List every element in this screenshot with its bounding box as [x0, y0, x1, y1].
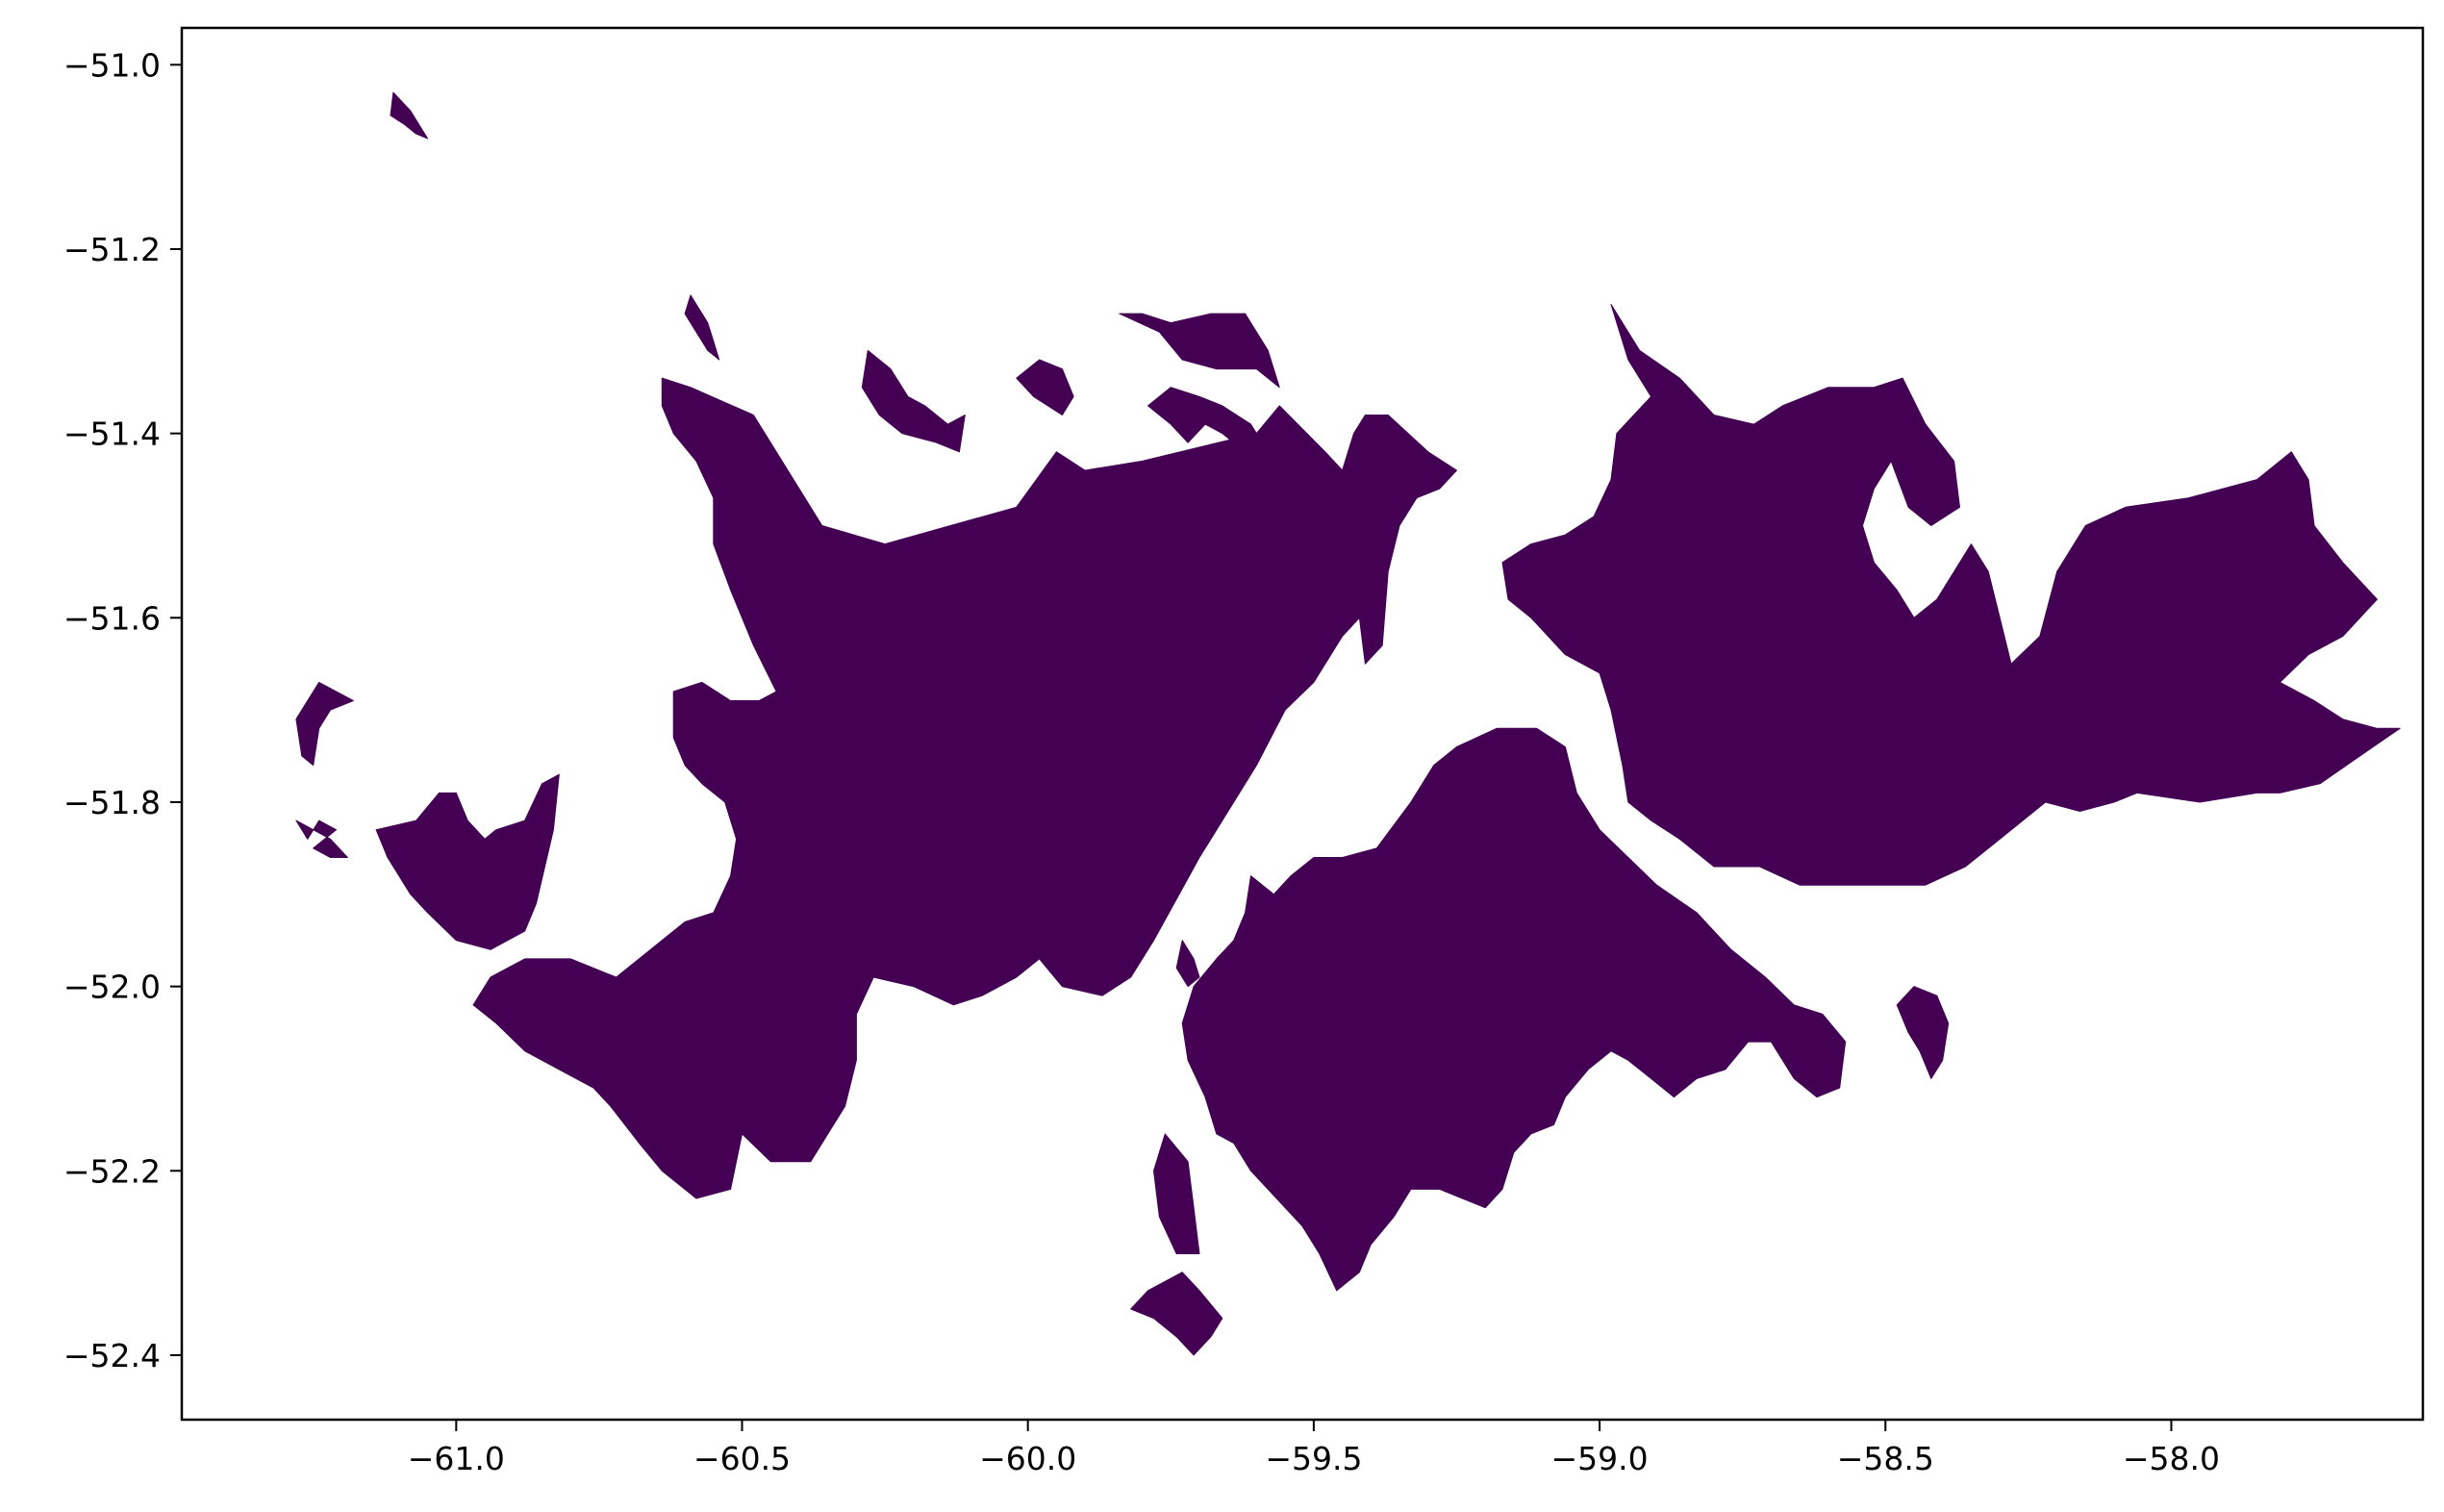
y-tick-label: −51.2 — [63, 231, 161, 268]
x-tick-label: −60.0 — [979, 1440, 1076, 1477]
x-tick-label: −61.0 — [408, 1440, 505, 1477]
x-tick-label: −58.5 — [1837, 1440, 1934, 1477]
y-tick-label: −52.4 — [63, 1337, 161, 1374]
land-polygon — [1896, 986, 1950, 1079]
x-tick-label: −59.5 — [1265, 1440, 1362, 1477]
y-tick-label: −52.0 — [63, 969, 161, 1006]
land-polygon — [1119, 313, 1280, 389]
x-tick-label: −58.0 — [2123, 1440, 2220, 1477]
land-polygon — [390, 91, 429, 139]
land-polygon — [1501, 304, 2401, 886]
y-tick-label: −51.6 — [63, 599, 161, 637]
land-polygon — [684, 294, 720, 361]
y-axis: −51.0 −51.2 −51.4 −51.6 −51.8 −52.0 −52.2 −52.4 — [63, 46, 182, 1374]
land-polygon — [1153, 1133, 1200, 1254]
land-polygon — [1130, 1272, 1223, 1356]
land-polygon — [861, 349, 966, 453]
land-polygon — [295, 681, 354, 767]
land-polygon — [1016, 359, 1074, 416]
y-tick-label: −51.0 — [63, 46, 161, 84]
land-polygon — [375, 773, 560, 950]
axes-frame — [180, 26, 2425, 1422]
x-tick-label: −60.5 — [693, 1440, 791, 1477]
y-tick-label: −51.4 — [63, 416, 161, 453]
land-polygon — [472, 377, 1457, 1199]
land-polygon — [1147, 387, 1269, 453]
y-tick-label: −52.2 — [63, 1152, 161, 1190]
x-tick-label: −59.0 — [1551, 1440, 1649, 1477]
land-polygon — [295, 819, 348, 858]
x-axis: −61.0 −60.5 −60.0 −59.5 −59.0 −58.5 −58.0 — [408, 1420, 2220, 1477]
land-polygon — [1175, 940, 1200, 988]
land-polygon — [1181, 727, 1847, 1292]
y-tick-label: −51.8 — [63, 784, 161, 821]
land-shapes — [295, 91, 2401, 1356]
